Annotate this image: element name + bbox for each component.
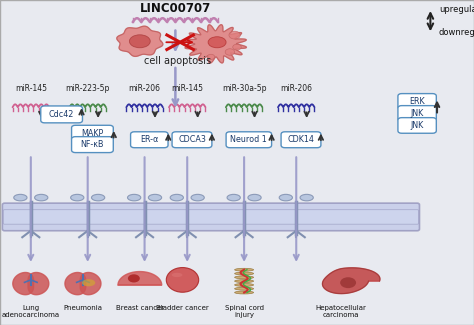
Ellipse shape bbox=[170, 194, 183, 201]
Text: ER-α: ER-α bbox=[140, 135, 158, 144]
FancyBboxPatch shape bbox=[41, 106, 82, 123]
Ellipse shape bbox=[129, 35, 150, 48]
Ellipse shape bbox=[235, 291, 254, 294]
Ellipse shape bbox=[82, 279, 95, 286]
FancyBboxPatch shape bbox=[72, 125, 113, 141]
Text: Hepatocellular
carcinoma: Hepatocellular carcinoma bbox=[316, 305, 367, 318]
Polygon shape bbox=[28, 272, 49, 295]
Circle shape bbox=[128, 274, 140, 282]
FancyBboxPatch shape bbox=[3, 210, 419, 224]
Circle shape bbox=[225, 49, 235, 55]
Polygon shape bbox=[322, 268, 380, 293]
Text: miR-206: miR-206 bbox=[128, 84, 161, 93]
Polygon shape bbox=[185, 25, 246, 63]
Text: upregulation: upregulation bbox=[439, 5, 474, 14]
Ellipse shape bbox=[227, 194, 240, 201]
Ellipse shape bbox=[166, 267, 199, 292]
Text: miR-30a-5p: miR-30a-5p bbox=[222, 84, 266, 93]
Text: Spinal cord
injury: Spinal cord injury bbox=[225, 305, 264, 318]
FancyBboxPatch shape bbox=[2, 203, 419, 231]
Text: Cdc42: Cdc42 bbox=[49, 110, 74, 119]
Text: CDK14: CDK14 bbox=[288, 135, 314, 144]
Circle shape bbox=[340, 277, 356, 288]
Text: Neurod 1: Neurod 1 bbox=[230, 135, 267, 144]
Text: cell apoptosis: cell apoptosis bbox=[144, 56, 211, 66]
Ellipse shape bbox=[279, 194, 292, 201]
Ellipse shape bbox=[300, 194, 313, 201]
Polygon shape bbox=[117, 26, 163, 56]
Text: LINC00707: LINC00707 bbox=[140, 2, 211, 15]
Ellipse shape bbox=[235, 276, 254, 279]
Text: miR-206: miR-206 bbox=[280, 84, 312, 93]
FancyBboxPatch shape bbox=[172, 132, 212, 148]
Text: downregulation: downregulation bbox=[439, 28, 474, 37]
Ellipse shape bbox=[235, 283, 254, 286]
Ellipse shape bbox=[208, 37, 226, 48]
Circle shape bbox=[233, 44, 241, 50]
Ellipse shape bbox=[235, 272, 254, 275]
Polygon shape bbox=[118, 272, 162, 285]
Text: JNK: JNK bbox=[410, 121, 424, 130]
Ellipse shape bbox=[235, 268, 254, 271]
Text: ERK: ERK bbox=[410, 97, 425, 106]
Text: JNK: JNK bbox=[410, 109, 424, 118]
FancyBboxPatch shape bbox=[130, 132, 168, 148]
FancyBboxPatch shape bbox=[398, 106, 436, 121]
Text: MAKP: MAKP bbox=[82, 129, 103, 138]
Text: miR-145: miR-145 bbox=[15, 84, 47, 93]
FancyBboxPatch shape bbox=[398, 118, 436, 133]
Text: Pneumonia: Pneumonia bbox=[64, 305, 102, 311]
FancyBboxPatch shape bbox=[226, 132, 272, 148]
FancyBboxPatch shape bbox=[398, 94, 436, 109]
Ellipse shape bbox=[191, 194, 204, 201]
Circle shape bbox=[229, 31, 240, 39]
Text: Lung
adenocarcinoma: Lung adenocarcinoma bbox=[2, 305, 60, 318]
Polygon shape bbox=[65, 272, 86, 295]
Ellipse shape bbox=[248, 194, 261, 201]
Ellipse shape bbox=[148, 194, 162, 201]
Ellipse shape bbox=[235, 280, 254, 282]
Text: Bladder cancer: Bladder cancer bbox=[156, 305, 209, 311]
Text: miR-145: miR-145 bbox=[171, 84, 203, 93]
Circle shape bbox=[207, 54, 215, 59]
Ellipse shape bbox=[128, 194, 141, 201]
Ellipse shape bbox=[35, 194, 48, 201]
Text: CDCA3: CDCA3 bbox=[178, 135, 206, 144]
Text: miR-223-5p: miR-223-5p bbox=[65, 84, 110, 93]
Ellipse shape bbox=[91, 194, 105, 201]
Ellipse shape bbox=[235, 287, 254, 290]
Text: NF-κB: NF-κB bbox=[81, 140, 104, 149]
FancyBboxPatch shape bbox=[72, 136, 113, 152]
Polygon shape bbox=[13, 272, 34, 295]
Polygon shape bbox=[80, 272, 101, 295]
Ellipse shape bbox=[14, 194, 27, 201]
Ellipse shape bbox=[172, 273, 182, 277]
Ellipse shape bbox=[71, 194, 84, 201]
FancyBboxPatch shape bbox=[281, 132, 321, 148]
Text: Breast cancer: Breast cancer bbox=[116, 305, 164, 311]
